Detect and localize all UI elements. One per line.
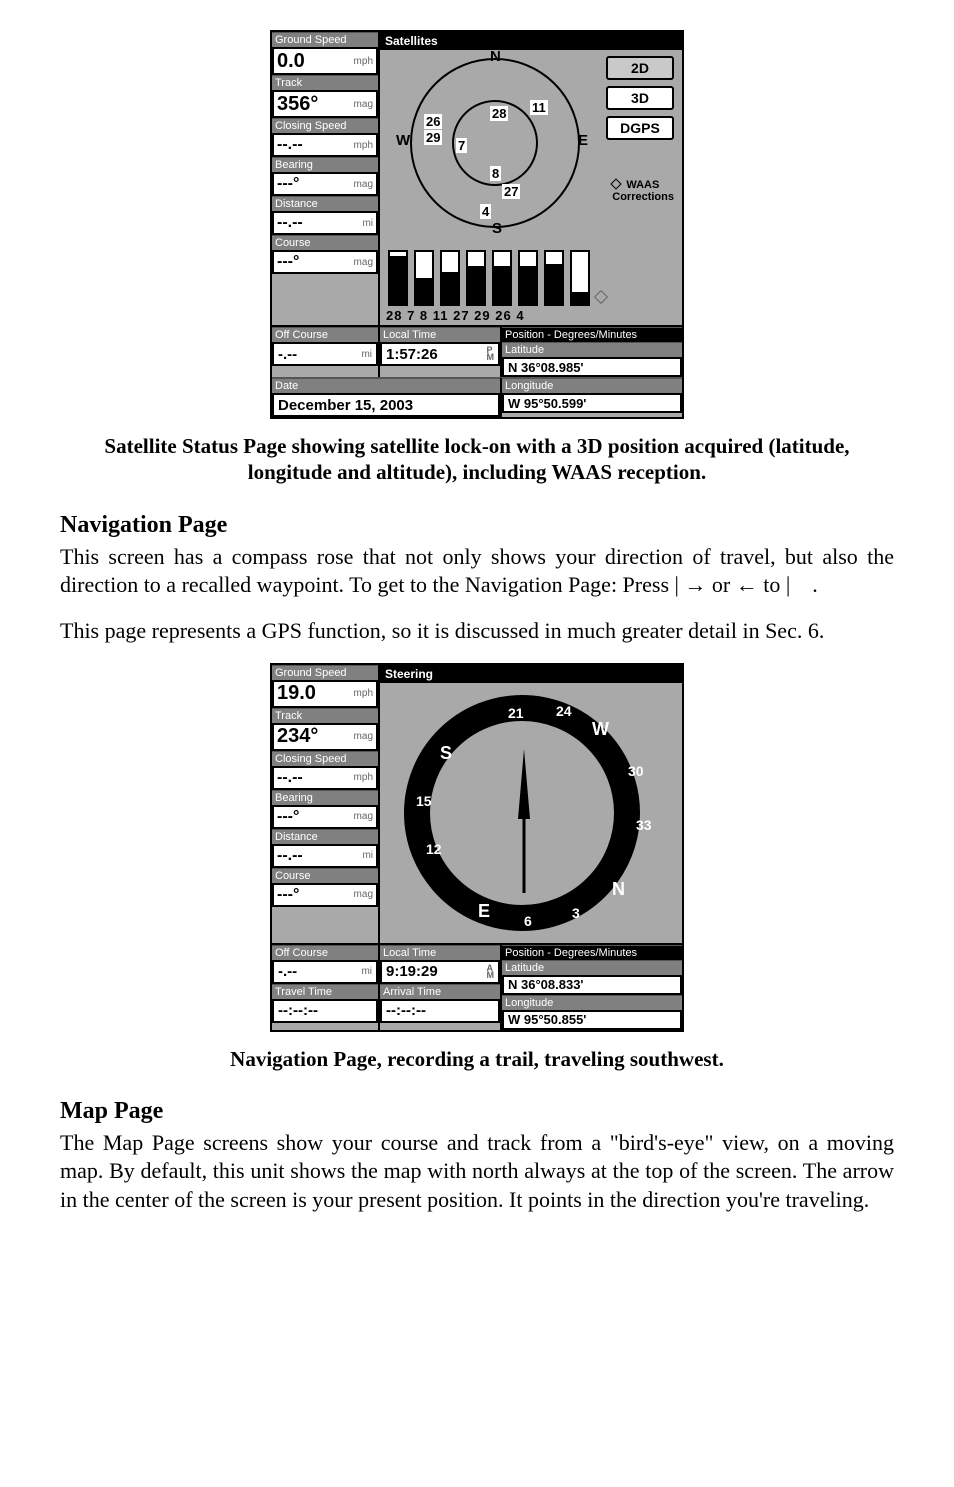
navigation-page-screenshot: Ground Speed19.0mphTrack234°magClosing S…: [270, 663, 684, 1032]
sky-plot: N S W E 26 29 7 28 11 8 27 4 2D 3D DGPS: [380, 50, 682, 238]
longitude-label: Longitude: [502, 995, 682, 1010]
side-label: Closing Speed: [272, 118, 378, 133]
off-course-value: -.--: [278, 346, 297, 363]
latitude-label: Latitude: [502, 960, 682, 975]
map-page-heading: Map Page: [60, 1098, 894, 1125]
latitude-value: N 36°08.985': [508, 360, 584, 375]
position-label: Position - Degrees/Minutes: [502, 945, 682, 960]
signal-bar: [570, 250, 590, 306]
side-panel: Ground Speed0.0mphTrack356°magClosing Sp…: [272, 32, 378, 325]
local-time-value: 1:57:26: [386, 346, 438, 363]
side-value: 0.0mph: [272, 47, 378, 75]
off-course-label: Off Course: [272, 327, 378, 342]
navigation-page-para1: This screen has a compass rose that not …: [60, 543, 894, 599]
compass-w: W: [592, 719, 609, 740]
side-label: Track: [272, 708, 378, 723]
compass-s: S: [440, 743, 452, 764]
figure2-caption: Navigation Page, recording a trail, trav…: [60, 1046, 894, 1072]
side-label: Bearing: [272, 157, 378, 172]
navigation-page-heading: Navigation Page: [60, 512, 894, 539]
longitude-label: Longitude: [502, 378, 682, 393]
mode-2d-button[interactable]: 2D: [606, 56, 674, 80]
signal-bar: [414, 250, 434, 306]
signal-bars: [380, 238, 682, 308]
signal-bar: [518, 250, 538, 306]
longitude-value: W 95°50.855': [508, 1012, 586, 1027]
side-label: Track: [272, 75, 378, 90]
side-value: --.--mph: [272, 133, 378, 157]
mode-dgps-button[interactable]: DGPS: [606, 116, 674, 140]
sat-label: 26: [424, 114, 442, 129]
satellites-header: Satellites: [380, 32, 682, 50]
date-label: Date: [272, 378, 500, 393]
waas-corrections-label: Corrections: [612, 191, 674, 203]
south-label: S: [492, 220, 502, 237]
position-label: Position - Degrees/Minutes: [502, 327, 682, 342]
compass-n: N: [612, 879, 625, 900]
side-value: --.--mi: [272, 844, 378, 868]
side-label: Distance: [272, 196, 378, 211]
compass-e: E: [478, 901, 490, 922]
bar-numbers: 28 7 8 11 27 29 26 4: [386, 308, 525, 323]
side-value: ---°mag: [272, 805, 378, 829]
navigation-page-para2: This page represents a GPS function, so …: [60, 617, 894, 645]
east-label: E: [578, 132, 588, 149]
side-label: Closing Speed: [272, 751, 378, 766]
side-value: 234°mag: [272, 723, 378, 751]
off-course-value: -.--: [278, 963, 297, 980]
side-panel: Ground Speed19.0mphTrack234°magClosing S…: [272, 665, 378, 943]
side-label: Ground Speed: [272, 665, 378, 680]
side-label: Ground Speed: [272, 32, 378, 47]
signal-bar: [466, 250, 486, 306]
sat-label: 29: [424, 130, 442, 145]
figure1-caption: Satellite Status Page showing satellite …: [60, 433, 894, 486]
waas-label: WAAS: [626, 179, 659, 191]
north-label: N: [490, 48, 501, 65]
travel-time-label: Travel Time: [272, 984, 378, 999]
date-value: December 15, 2003: [278, 397, 413, 414]
side-value: 19.0mph: [272, 680, 378, 708]
signal-bar: [388, 250, 408, 306]
side-value: --.--mph: [272, 766, 378, 790]
west-label: W: [396, 132, 410, 149]
off-course-label: Off Course: [272, 945, 378, 960]
side-label: Distance: [272, 829, 378, 844]
side-value: ---°mag: [272, 172, 378, 196]
compass-rose: W N E S 21 24 30 33 3 6 12 15: [380, 683, 682, 943]
longitude-value: W 95°50.599': [508, 396, 586, 411]
sat-label: 4: [480, 204, 491, 219]
local-time-value: 9:19:29: [386, 963, 438, 980]
local-time-label: Local Time: [380, 327, 500, 342]
side-value: 356°mag: [272, 90, 378, 118]
steering-header: Steering: [380, 665, 682, 683]
side-label: Course: [272, 868, 378, 883]
map-page-para: The Map Page screens show your course an…: [60, 1129, 894, 1213]
sat-label: 28: [490, 106, 508, 121]
signal-bar: [440, 250, 460, 306]
local-time-label: Local Time: [380, 945, 500, 960]
mode-3d-button[interactable]: 3D: [606, 86, 674, 110]
side-value: ---°mag: [272, 250, 378, 274]
signal-bar: [544, 250, 564, 306]
sat-label: 8: [490, 166, 501, 181]
sat-label: 27: [502, 184, 520, 199]
side-value: ---°mag: [272, 883, 378, 907]
sat-label: 7: [456, 138, 467, 153]
arrival-time-value: --:--:--: [386, 1002, 426, 1019]
side-label: Course: [272, 235, 378, 250]
latitude-label: Latitude: [502, 342, 682, 357]
side-value: --.--mi: [272, 211, 378, 235]
latitude-value: N 36°08.833': [508, 977, 584, 992]
arrival-time-label: Arrival Time: [380, 984, 500, 999]
sat-label: 11: [530, 100, 548, 115]
satellite-status-screenshot: Ground Speed0.0mphTrack356°magClosing Sp…: [270, 30, 684, 419]
signal-bar: [492, 250, 512, 306]
side-label: Bearing: [272, 790, 378, 805]
travel-time-value: --:--:--: [278, 1002, 318, 1019]
